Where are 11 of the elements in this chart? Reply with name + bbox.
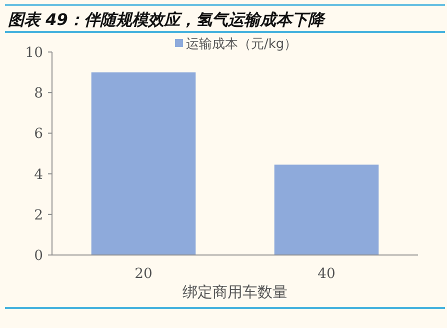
chart-title: 图表 49：伴随规模效应，氢气运输成本下降 — [8, 10, 326, 29]
y-tick-label: 6 — [34, 126, 44, 142]
y-tick-label: 0 — [34, 248, 43, 264]
y-tick-label: 4 — [34, 166, 44, 183]
y-tick-label: 2 — [34, 207, 43, 224]
x-tick-label: 20 — [134, 266, 152, 282]
x-axis-title: 绑定商用车数量 — [182, 283, 288, 301]
x-tick-label: 40 — [318, 266, 336, 282]
y-tick-label: 8 — [34, 86, 43, 102]
y-tick-label: 10 — [25, 45, 43, 61]
legend-label: 运输成本（元/kg） — [186, 37, 298, 52]
